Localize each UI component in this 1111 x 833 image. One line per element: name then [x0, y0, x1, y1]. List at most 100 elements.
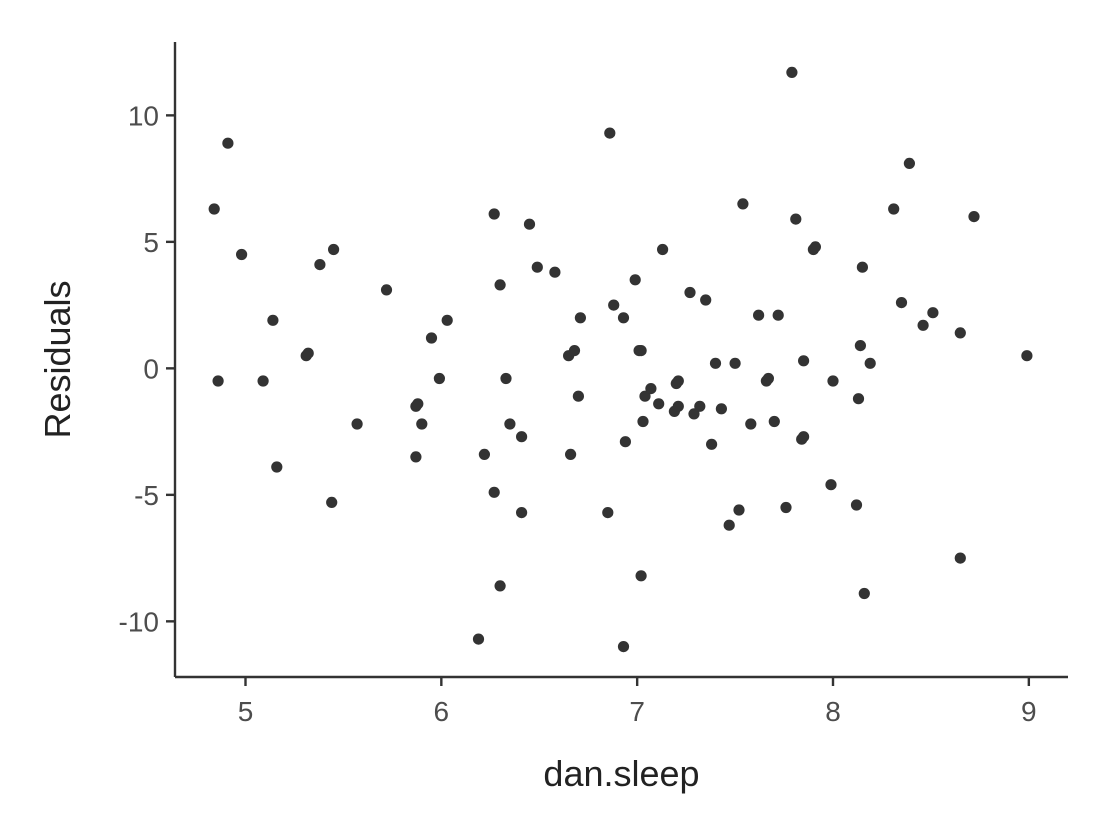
scatter-point [602, 506, 614, 519]
scatter-point [684, 286, 696, 299]
y-tick-label: -10 [119, 606, 159, 637]
scatter-point [516, 506, 528, 519]
x-tick-label: 6 [434, 696, 450, 727]
scatter-point [523, 218, 536, 230]
scatter-point [637, 415, 649, 428]
y-tick-label: 5 [143, 227, 159, 258]
scatter-point [723, 519, 735, 531]
scatter-point [271, 461, 283, 473]
scatter-point [745, 418, 757, 430]
scatter-point [772, 309, 784, 321]
points-layer [208, 66, 1033, 653]
scatter-point [786, 66, 798, 78]
scatter-point [672, 375, 684, 387]
scatter-point [568, 345, 581, 357]
scatter-point [968, 211, 980, 223]
scatter-point [798, 431, 810, 443]
scatter-point [617, 641, 630, 653]
scatter-point [478, 448, 490, 460]
scatter-point [729, 357, 741, 369]
scatter-point [762, 372, 775, 385]
scatter-point [222, 137, 234, 149]
scatter-point [608, 299, 620, 311]
scatter-point [688, 408, 700, 420]
scatter-point [780, 501, 792, 514]
y-tick-label: 0 [143, 353, 159, 384]
scatter-point [488, 208, 500, 220]
x-tick-label: 5 [238, 696, 254, 727]
scatter-point [516, 431, 528, 443]
y-tick-label: 10 [128, 100, 159, 131]
scatter-point [416, 418, 428, 430]
scatter-point [351, 418, 363, 430]
scatter-point [302, 347, 314, 359]
scatter-point [410, 451, 422, 463]
scatter-point [850, 499, 863, 511]
scatter-point [790, 213, 802, 225]
scatter-point [825, 479, 837, 491]
scatter-point [635, 570, 647, 582]
scatter-point [549, 266, 561, 278]
scatter-point [635, 345, 647, 357]
scatter-point [672, 400, 684, 412]
scatter-point [500, 372, 512, 385]
scatter-point [927, 307, 939, 319]
scatter-point [827, 375, 839, 387]
scatter-point [856, 261, 869, 273]
scatter-point [809, 241, 822, 253]
scatter-point [888, 203, 900, 215]
scatter-point [709, 357, 722, 369]
scatter-point [864, 357, 876, 369]
y-axis: -10 -5 0 5 10 [119, 42, 177, 677]
scatter-point [715, 403, 728, 415]
scatter-point [854, 340, 867, 352]
scatter-point [208, 203, 220, 215]
scatter-point [267, 314, 279, 326]
scatter-point [903, 157, 916, 169]
scatter-point [257, 375, 269, 387]
scatter-point [472, 633, 485, 645]
scatter-point [604, 127, 616, 139]
y-axis-title: Residuals [37, 280, 78, 438]
scatter-point [768, 415, 780, 428]
x-tick-label: 8 [825, 696, 841, 727]
scatter-point [657, 243, 669, 256]
scatter-point [700, 294, 712, 306]
scatter-point [619, 436, 632, 448]
scatter-point [565, 448, 577, 460]
scatter-point [733, 504, 745, 516]
scatter-point [572, 390, 585, 402]
scatter-point [488, 486, 500, 498]
scatter-point [753, 309, 765, 321]
scatter-point [645, 383, 657, 395]
scatter-point [328, 243, 340, 256]
scatter-point [326, 496, 338, 508]
scatter-point [917, 319, 929, 331]
scatter-point [617, 312, 630, 324]
scatter-point [412, 398, 424, 410]
scatter-point [212, 375, 224, 387]
scatter-point [314, 259, 326, 271]
scatter-point [504, 418, 516, 430]
scatter-point [954, 327, 966, 339]
scatter-point [706, 438, 718, 450]
scatter-point [236, 248, 248, 261]
scatter-point [954, 552, 966, 564]
scatter-point [494, 279, 506, 291]
scatter-point [852, 393, 865, 405]
x-axis: 5 6 7 8 9 [175, 675, 1068, 727]
scatter-point [531, 261, 543, 273]
scatter-point [639, 390, 651, 402]
scatter-point [895, 297, 908, 309]
scatter-point [1021, 350, 1033, 362]
x-tick-label: 7 [629, 696, 645, 727]
scatter-point [433, 372, 445, 385]
scatter-point [425, 332, 438, 344]
scatter-point [737, 198, 749, 210]
scatter-point [574, 312, 587, 324]
y-tick-label: -5 [134, 480, 159, 511]
scatter-point [441, 314, 453, 326]
scatter-point [798, 355, 810, 367]
scatter-point [380, 284, 393, 296]
